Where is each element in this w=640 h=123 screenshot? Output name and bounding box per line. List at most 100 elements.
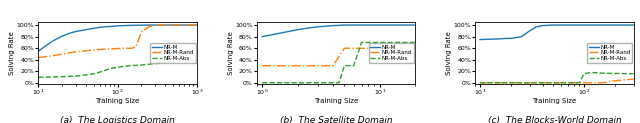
NR-M-Abs: [376, 42, 383, 43]
X-axis label: Training Size: Training Size: [95, 99, 140, 105]
NR-M-Abs: [526, 82, 534, 84]
NR-M: [152, 24, 159, 26]
NR-M-Abs: [294, 82, 301, 84]
NR-M: [539, 25, 547, 26]
Legend: NR-M, NR-M-Rand, NR-M-Abs: NR-M, NR-M-Rand, NR-M-Abs: [587, 43, 632, 63]
NR-M-Abs: [508, 82, 515, 84]
NR-M-Rand: [127, 47, 135, 49]
NR-M-Rand: [114, 48, 122, 49]
NR-M: [66, 32, 74, 34]
NR-M-Rand: [259, 65, 266, 66]
NR-M-Abs: [305, 82, 313, 84]
NR-M: [169, 24, 177, 26]
Text: (b)  The Satellite Domain: (b) The Satellite Domain: [280, 116, 392, 123]
Line: NR-M-Abs: NR-M-Abs: [480, 73, 634, 83]
NR-M-Rand: [592, 82, 600, 84]
NR-M-Abs: [152, 63, 159, 64]
NR-M-Abs: [630, 73, 637, 75]
X-axis label: Training Size: Training Size: [532, 99, 577, 105]
NR-M-Rand: [397, 47, 404, 49]
NR-M-Abs: [580, 73, 588, 75]
NR-M-Abs: [72, 75, 80, 77]
NR-M: [96, 27, 104, 28]
NR-M: [82, 29, 90, 30]
NR-M: [127, 25, 135, 26]
NR-M-Rand: [549, 82, 557, 84]
NR-M-Abs: [35, 77, 42, 78]
NR-M-Rand: [314, 65, 322, 66]
NR-M: [114, 25, 122, 27]
NR-M-Abs: [102, 70, 109, 71]
NR-M-Abs: [114, 67, 122, 68]
NR-M-Abs: [350, 65, 358, 66]
NR-M-Rand: [49, 55, 56, 57]
NR-M-Rand: [412, 47, 419, 49]
NR-M-Rand: [305, 65, 313, 66]
NR-M-Abs: [611, 73, 619, 74]
NR-M: [358, 24, 365, 26]
NR-M-Abs: [564, 82, 572, 84]
Line: NR-M: NR-M: [480, 25, 634, 40]
NR-M: [549, 24, 557, 26]
NR-M-Rand: [365, 47, 372, 49]
NR-M-Rand: [611, 80, 619, 81]
NR-M-Abs: [145, 63, 153, 65]
NR-M-Abs: [575, 82, 583, 84]
NR-M-Abs: [127, 65, 135, 66]
Line: NR-M-Rand: NR-M-Rand: [38, 25, 196, 58]
NR-M: [350, 24, 358, 26]
NR-M-Rand: [169, 24, 177, 26]
NR-M-Abs: [592, 72, 600, 73]
X-axis label: Training Size: Training Size: [314, 99, 358, 105]
NR-M-Abs: [106, 68, 114, 69]
NR-M: [279, 32, 287, 33]
NR-M-Rand: [564, 82, 572, 84]
NR-M-Rand: [145, 26, 153, 28]
NR-M: [611, 24, 619, 26]
NR-M: [630, 24, 637, 26]
NR-M-Abs: [329, 82, 337, 84]
NR-M-Rand: [598, 82, 606, 84]
NR-M-Abs: [90, 73, 97, 75]
NR-M-Rand: [630, 78, 637, 80]
NR-M: [161, 24, 169, 26]
NR-M: [35, 50, 42, 52]
Line: NR-M-Abs: NR-M-Abs: [38, 61, 196, 77]
NR-M: [564, 24, 572, 26]
NR-M-Abs: [397, 42, 404, 43]
NR-M: [180, 24, 188, 26]
NR-M-Abs: [279, 82, 287, 84]
NR-M-Abs: [476, 82, 484, 84]
Y-axis label: Solving Rate: Solving Rate: [228, 31, 234, 75]
NR-M: [294, 29, 301, 30]
NR-M: [526, 30, 534, 32]
NR-M: [106, 26, 114, 27]
NR-M: [495, 38, 502, 40]
NR-M: [476, 39, 484, 40]
NR-M: [484, 38, 492, 40]
NR-M-Rand: [138, 31, 145, 33]
NR-M-Abs: [346, 65, 353, 66]
NR-M-Abs: [169, 61, 177, 63]
Text: (c)  The Blocks-World Domain: (c) The Blocks-World Domain: [488, 116, 621, 123]
NR-M-Abs: [358, 42, 365, 43]
NR-M-Rand: [72, 51, 80, 53]
NR-M: [193, 24, 200, 26]
NR-M-Rand: [350, 47, 358, 49]
NR-M: [90, 28, 97, 29]
NR-M: [314, 26, 322, 28]
NR-M: [49, 41, 56, 42]
NR-M: [145, 24, 153, 26]
NR-M: [329, 25, 337, 26]
Line: NR-M: NR-M: [262, 25, 415, 37]
NR-M-Abs: [193, 60, 200, 62]
NR-M-Abs: [180, 61, 188, 62]
Line: NR-M-Rand: NR-M-Rand: [480, 79, 634, 83]
Y-axis label: Solving Rate: Solving Rate: [446, 31, 452, 75]
Text: (a)  The Logistics Domain: (a) The Logistics Domain: [60, 116, 175, 123]
NR-M: [598, 24, 606, 26]
NR-M-Rand: [340, 47, 348, 49]
NR-M-Abs: [412, 42, 419, 43]
NR-M-Rand: [279, 65, 287, 66]
NR-M-Abs: [584, 72, 592, 74]
